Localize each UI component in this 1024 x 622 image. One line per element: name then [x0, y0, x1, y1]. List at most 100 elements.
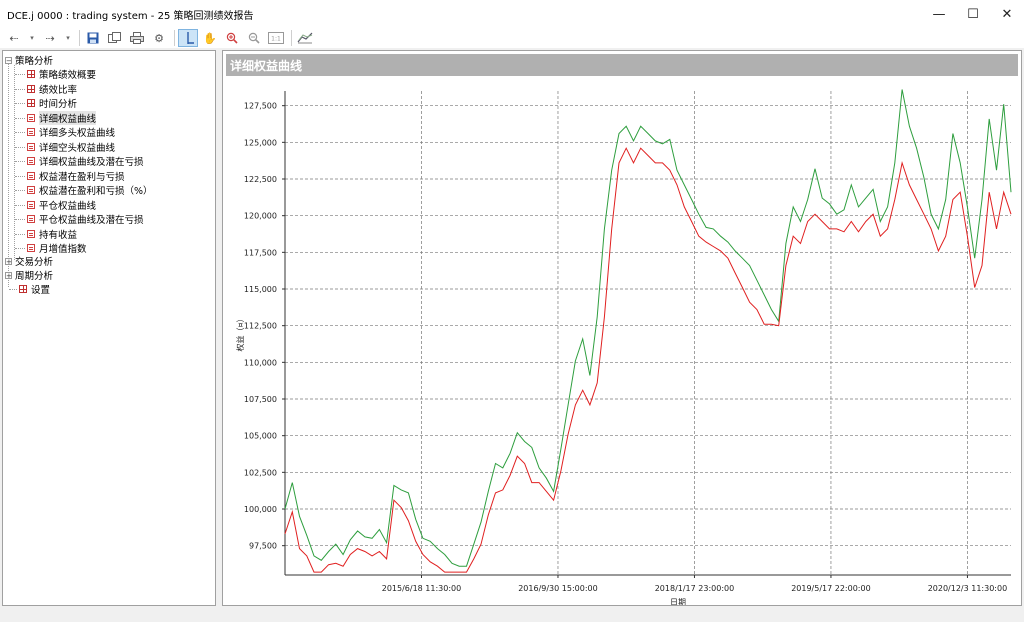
chart-doc-icon — [27, 200, 35, 209]
y-tick-label: 120,000 — [244, 212, 277, 221]
tree-item-label: 权益潜在盈利与亏损 — [39, 171, 125, 183]
y-tick-label: 125,000 — [244, 138, 277, 147]
chart-doc-icon — [27, 171, 35, 180]
tree-connector — [15, 204, 25, 206]
save-icon[interactable] — [83, 29, 103, 47]
tree-item-label: 详细空头权益曲线 — [39, 142, 116, 154]
chart-style-icon[interactable] — [295, 29, 315, 47]
chart-doc-icon — [27, 128, 35, 136]
tree-connector — [15, 103, 25, 104]
y-tick-label: 105,000 — [244, 432, 277, 441]
tree-item-label: 策略绩效概要 — [39, 70, 97, 81]
toolbar-separator — [291, 30, 292, 46]
tree-item[interactable]: 详细权益曲线及潜在亏损 — [27, 154, 144, 168]
tree-node-label: 交易分析 — [15, 257, 54, 268]
tree-node-period-analysis[interactable]: + 周期分析 — [5, 268, 53, 282]
chart-doc-icon — [27, 229, 35, 238]
tree-item[interactable]: 权益潜在盈利与亏损 — [27, 169, 125, 183]
back-icon[interactable]: ⇠ — [9, 31, 19, 45]
chart-doc-icon — [27, 244, 35, 252]
y-tick-label: 97,500 — [249, 542, 277, 551]
tree-item[interactable]: 详细权益曲线 — [27, 110, 97, 125]
chart-doc-icon — [27, 157, 35, 165]
table-icon — [27, 99, 35, 107]
print-icon[interactable] — [127, 29, 147, 47]
tree-item[interactable]: 平仓权益曲线及潜在亏损 — [27, 212, 144, 226]
maximize-button[interactable]: ☐ — [967, 6, 979, 22]
zoom-out-icon[interactable] — [244, 29, 264, 47]
svg-text:1:1: 1:1 — [271, 36, 281, 43]
y-tick-label: 127,500 — [244, 102, 277, 111]
tree-connector — [15, 248, 25, 249]
dropdown-icon[interactable]: ▾ — [30, 34, 34, 42]
chart-doc-icon — [27, 142, 35, 151]
y-tick-label: 107,500 — [244, 395, 277, 404]
window-title: DCE.j 0000 : trading system - 25 策略回测绩效报… — [7, 10, 254, 22]
x-tick-label: 2015/6/18 11:30:00 — [382, 584, 462, 593]
y-tick-label: 122,500 — [244, 175, 277, 184]
tree-connector — [15, 146, 25, 148]
tree-connector — [15, 161, 25, 162]
tree-item[interactable]: 月增值指数 — [27, 241, 87, 255]
x-axis-label: 日期 — [670, 598, 686, 605]
copy-icon[interactable] — [105, 29, 125, 47]
tree-item[interactable]: 详细空头权益曲线 — [27, 140, 115, 154]
settings-icon[interactable]: ⚙ — [154, 31, 164, 45]
title-bar: DCE.j 0000 : trading system - 25 策略回测绩效报… — [0, 0, 1024, 28]
tree-item[interactable]: 时间分析 — [27, 96, 77, 110]
tree-connector — [15, 219, 25, 220]
tree-item[interactable]: 平仓权益曲线 — [27, 198, 96, 212]
x-tick-label: 2019/5/17 22:00:00 — [791, 584, 871, 593]
crosshair-icon[interactable] — [178, 29, 198, 47]
tree-connector — [15, 175, 25, 177]
zoom-in-icon[interactable] — [222, 29, 242, 47]
close-button[interactable]: ✕ — [1001, 6, 1013, 22]
toolbar: ⇠ ▾ ⇢ ▾ ⚙ ✋ 1:1 — [0, 28, 1024, 48]
table-icon — [27, 70, 35, 78]
y-tick-label: 112,500 — [244, 322, 277, 331]
tree-node-trade-analysis[interactable]: + 交易分析 — [5, 254, 53, 268]
dropdown-icon[interactable]: ▾ — [66, 34, 70, 42]
expand-icon[interactable]: + — [5, 271, 12, 280]
tree-item[interactable]: 策略绩效概要 — [27, 67, 96, 81]
report-tree: − 策略分析 策略绩效概要 绩效比率时间分析 详细权益曲线 详细多头权益曲线详细空头权… — [2, 50, 216, 606]
hand-icon[interactable]: ✋ — [203, 31, 217, 45]
y-axis-label: 权益（¤） — [235, 314, 245, 351]
tree-connector — [15, 88, 25, 90]
table-icon — [19, 285, 27, 293]
window-controls: — ☐ ✕ — [922, 0, 1024, 28]
tree-connector — [15, 190, 25, 191]
tree-item-label: 平仓权益曲线及潜在亏损 — [39, 215, 144, 226]
minimize-button[interactable]: — — [932, 6, 946, 22]
chart-doc-icon — [27, 113, 35, 122]
chart-doc-icon — [27, 215, 35, 223]
equity-chart[interactable]: 97,500 100,000 102,500 105,000 107,500 110,00… — [223, 77, 1021, 605]
y-tick-label: 102,500 — [244, 468, 277, 477]
series-high-line — [284, 89, 1012, 567]
chart-panel: 详细权益曲线 97,500 100,000 102,500 105,000 107,50… — [222, 50, 1022, 606]
tree-item-label: 平仓权益曲线 — [39, 200, 97, 212]
tree-item-label: 时间分析 — [39, 99, 78, 110]
tree-node-strategy-analysis[interactable]: − 策略分析 — [5, 53, 53, 67]
tree-item[interactable]: 持有收益 — [27, 227, 77, 241]
panel-title: 详细权益曲线 — [226, 54, 1018, 76]
tree-item[interactable]: 权益潜在盈利和亏损（%） — [27, 183, 153, 197]
tree-connector — [9, 289, 17, 290]
y-tick-label: 117,500 — [244, 248, 277, 257]
tree-item-label: 持有收益 — [39, 229, 78, 241]
tree-item-label: 详细权益曲线 — [39, 110, 97, 125]
forward-icon[interactable]: ⇢ — [45, 31, 55, 45]
collapse-icon[interactable]: − — [5, 56, 12, 65]
tree-node-settings[interactable]: 设置 — [19, 282, 50, 296]
tree-connector — [15, 132, 25, 133]
tree-item[interactable]: 详细多头权益曲线 — [27, 125, 115, 139]
reset-zoom-icon[interactable]: 1:1 — [266, 29, 286, 47]
tree-item[interactable]: 绩效比率 — [27, 82, 77, 96]
toolbar-separator — [79, 30, 80, 46]
tree-connector — [15, 117, 25, 119]
tree-connector — [15, 233, 25, 235]
tree-node-label: 设置 — [31, 285, 51, 296]
x-tick-label: 2016/9/30 15:00:00 — [518, 584, 598, 593]
y-tick-label: 100,000 — [244, 505, 277, 514]
expand-icon[interactable]: + — [5, 257, 12, 266]
